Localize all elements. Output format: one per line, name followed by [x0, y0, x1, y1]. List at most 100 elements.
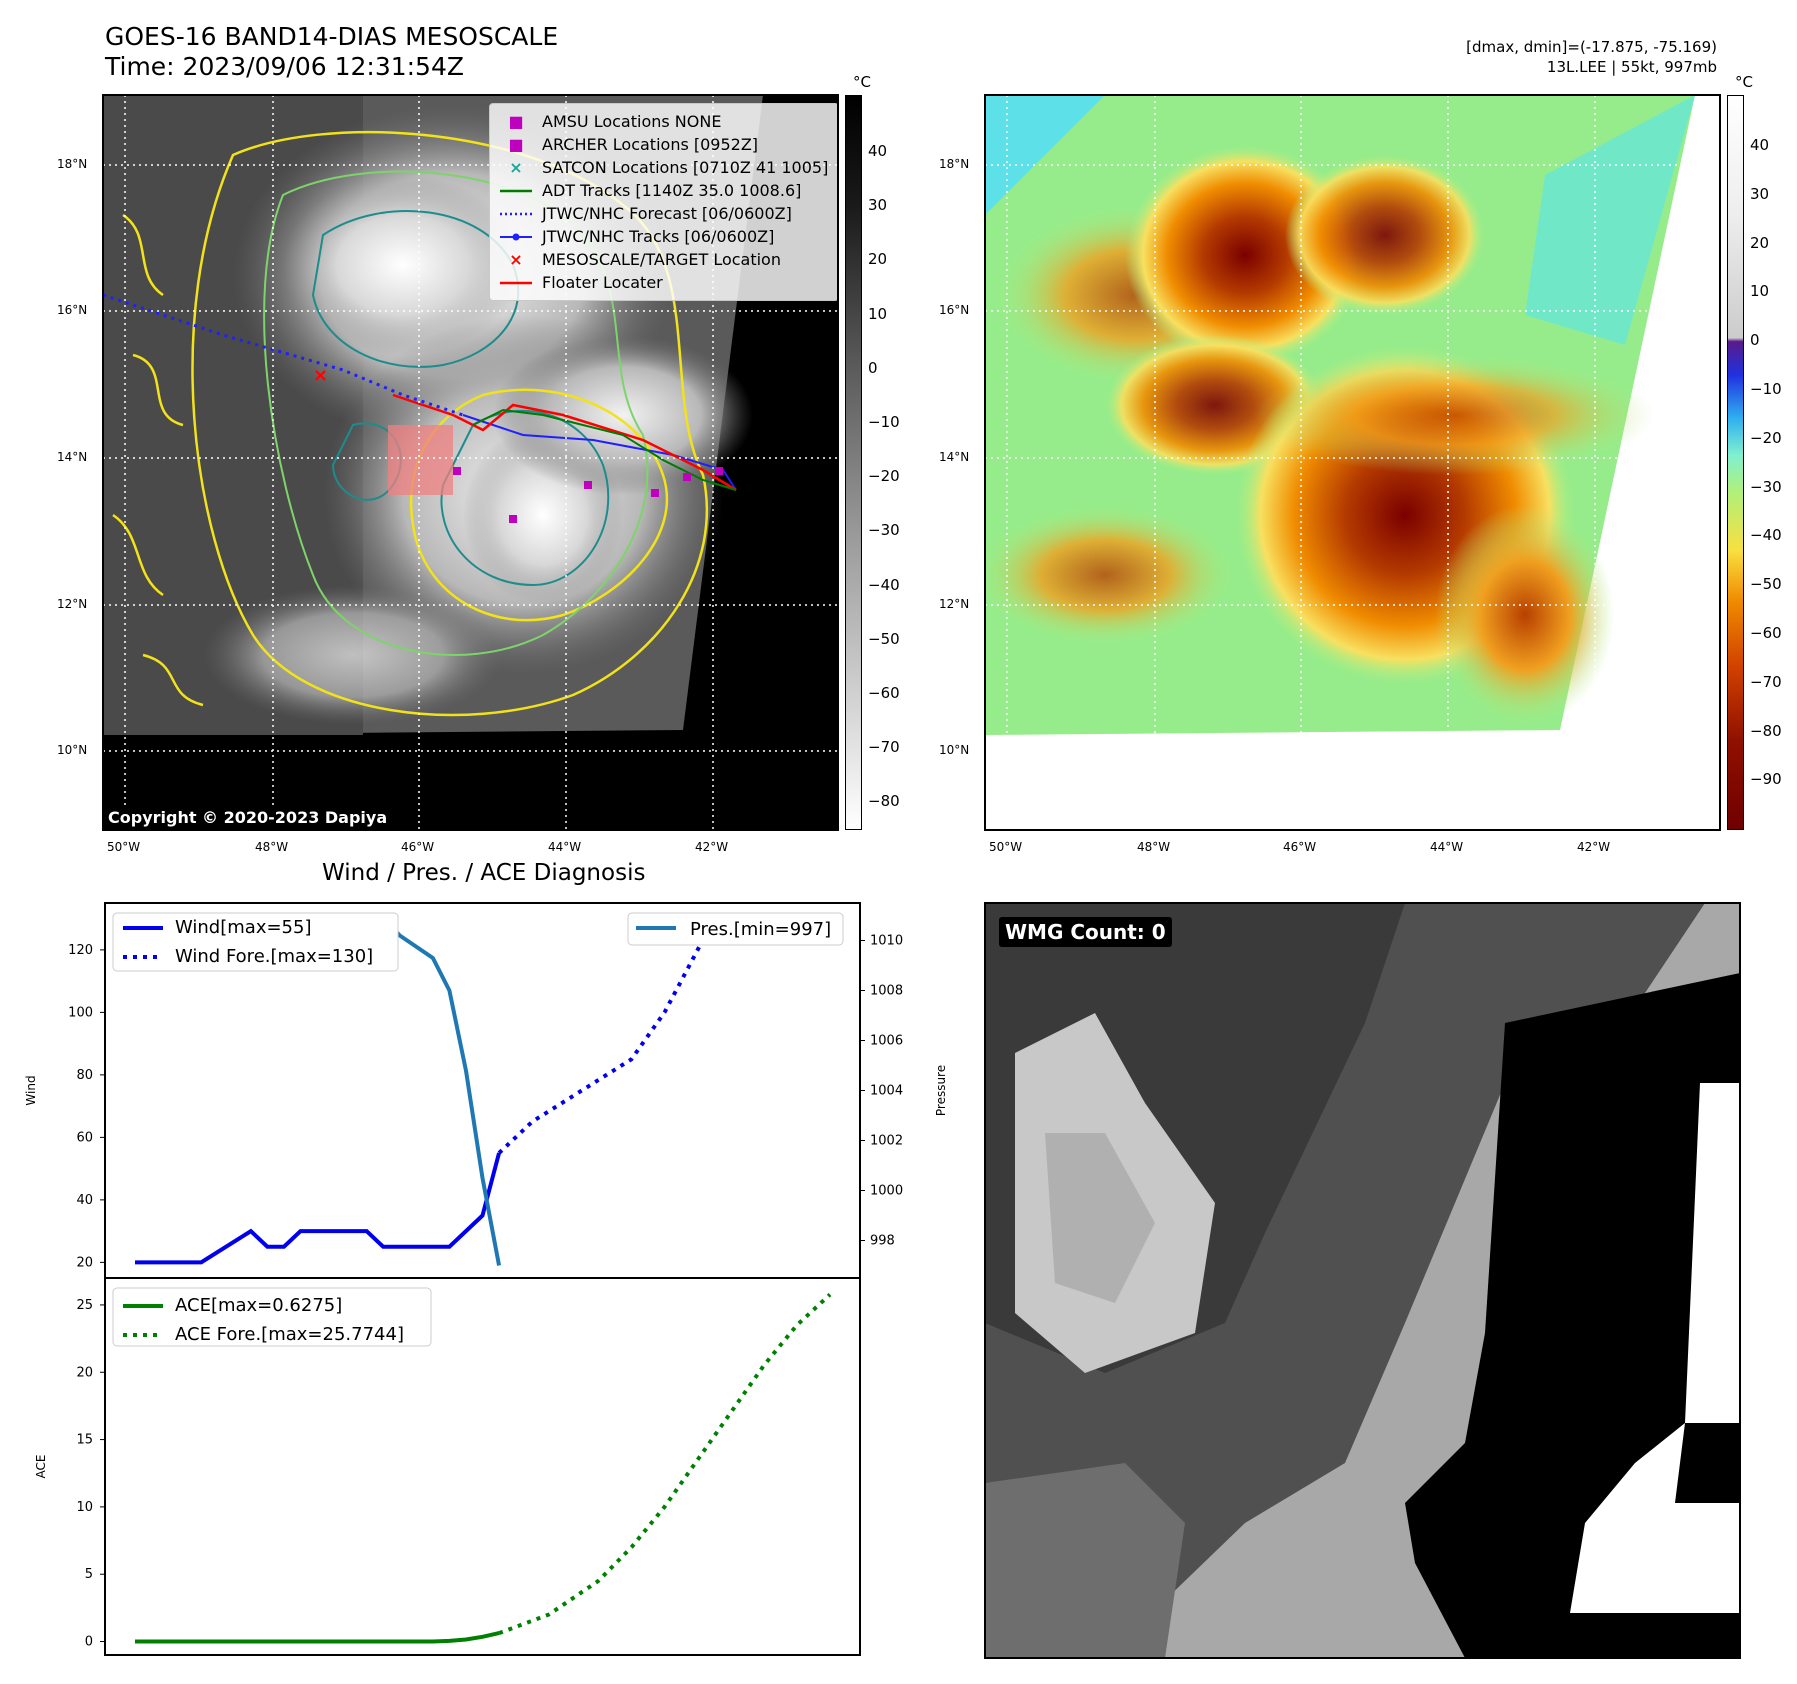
- pressure-ytick-label: 1002: [870, 1134, 903, 1149]
- colorbar-tick: −90: [1750, 770, 1782, 789]
- legend-symbol: ■: [508, 135, 524, 154]
- colorbar-tick: −10: [868, 413, 900, 431]
- lat-label: 10°N: [939, 743, 970, 757]
- legend-label: SATCON Locations [0710Z 41 1005]: [542, 158, 829, 177]
- lat-label: 14°N: [939, 450, 970, 464]
- colorbar-tick: −60: [1750, 624, 1782, 642]
- ace-series-line-1: [498, 1293, 832, 1635]
- colorbar-tick: 20: [1750, 233, 1770, 252]
- legend-entry: × SATCON Locations [0710Z 41 1005]: [500, 156, 828, 179]
- wind-legend-box: [112, 912, 399, 972]
- pressure-legend-box: [627, 912, 844, 946]
- legend-entry: JTWC/NHC Tracks [06/0600Z]: [500, 225, 828, 248]
- colorbar-tick: −80: [1750, 721, 1782, 740]
- wmg-count-label: WMG Count: 0: [999, 917, 1172, 947]
- wmg-panel: WMG Count: 0: [985, 903, 1740, 1658]
- adt-track: [472, 408, 737, 491]
- lon-label: 42°W: [1577, 840, 1611, 854]
- lon-label: 42°W: [695, 840, 729, 854]
- wind-ytick-label: 80: [76, 1068, 93, 1083]
- ir-map-legend: ■ AMSU Locations NONE ■ ARCHER Locations [0…: [489, 103, 838, 301]
- legend-label: ARCHER Locations [0952Z]: [542, 135, 759, 154]
- ace-ytick-label: 0: [85, 1635, 93, 1650]
- wmg-frame: [984, 902, 1741, 1659]
- pressure-ytick-label: 1006: [870, 1034, 903, 1049]
- pressure-ytick-label: 1010: [870, 934, 903, 949]
- copyright-label: Copyright © 2020-2023 Dapiya: [103, 805, 393, 830]
- wind-ytick-label: 60: [76, 1130, 93, 1145]
- legend-label: JTWC/NHC Tracks [06/0600Z]: [542, 227, 775, 246]
- series-line-0: [135, 1152, 501, 1265]
- series-line-1: [497, 916, 830, 1155]
- colorbar-tick: −60: [868, 684, 900, 702]
- pressure-ytick-label: 1000: [870, 1184, 903, 1199]
- lat-label: 16°N: [939, 303, 970, 317]
- lon-label: 50°W: [107, 840, 141, 854]
- chart-title: Wind / Pres. / ACE Diagnosis: [322, 860, 646, 886]
- legend-symbol: [500, 204, 532, 223]
- wind-ytick-label: 120: [68, 943, 93, 958]
- colorbar-tick: −30: [868, 521, 900, 540]
- lat-label: 14°N: [57, 450, 88, 464]
- wind-legend-label: Wind[max=55]: [175, 917, 312, 938]
- colorbar-tick: 40: [868, 142, 888, 160]
- ace-series-line-0: [135, 1631, 500, 1644]
- legend-label: Floater Locater: [542, 273, 663, 292]
- colorbar-tick: 10: [1750, 282, 1770, 301]
- lat-label: 18°N: [939, 157, 970, 171]
- ir-satellite-map: × Copyright © 2020-2023 Dapiya ■ AMSU Loc…: [103, 95, 838, 830]
- legend-symbol: [500, 227, 532, 246]
- colorbar-tick: −70: [1750, 672, 1782, 691]
- figure-title: GOES-16 BAND14-DIAS MESOSCALE: [105, 22, 559, 51]
- best-track: [462, 414, 737, 491]
- ace-axes-frame: [104, 1277, 861, 1656]
- figure-time: Time: 2023/09/06 12:31:54Z: [105, 52, 464, 81]
- colorbar-tick: −50: [868, 629, 900, 648]
- colorbar-tick: 10: [868, 304, 888, 323]
- ace-axis-label: ACE: [34, 1455, 48, 1479]
- color-colorbar: [1727, 95, 1744, 830]
- lat-label: 12°N: [939, 597, 970, 611]
- forecast-track: [103, 293, 464, 417]
- lat-label: 10°N: [57, 743, 88, 757]
- lat-label: 18°N: [57, 157, 88, 171]
- colorbar-tick: 20: [868, 250, 888, 269]
- legend-label: JTWC/NHC Forecast [06/0600Z]: [542, 204, 792, 223]
- colorbar-tick: −20: [868, 467, 900, 486]
- pressure-ytick-label: 998: [870, 1234, 895, 1249]
- legend-entry: ■ ARCHER Locations [0952Z]: [500, 133, 828, 156]
- legend-label: MESOSCALE/TARGET Location: [542, 250, 781, 269]
- wind-ytick-label: 100: [68, 1005, 93, 1020]
- colorbar-tick: −80: [868, 792, 900, 811]
- colorbar-tick: −40: [868, 575, 900, 594]
- wind-axis-label: Wind: [24, 1075, 38, 1105]
- ir-colorbar-unit: °C: [853, 73, 871, 91]
- wind-legend-label: Wind Fore.[max=130]: [175, 946, 373, 967]
- colorbar-tick: 30: [868, 196, 888, 215]
- lon-label: 44°W: [548, 840, 582, 854]
- ace-ytick-label: 15: [76, 1433, 93, 1448]
- colorbar-tick: 30: [1750, 184, 1770, 203]
- target-marker: ×: [313, 365, 328, 386]
- colorbar-tick: 0: [1750, 331, 1760, 350]
- color-map-frame: [984, 94, 1721, 831]
- pressure-ytick-label: 1004: [870, 1084, 903, 1099]
- diagnosis-chart: 1201008060402010101008100610041002100099…: [24, 902, 948, 1656]
- lon-label: 50°W: [989, 840, 1023, 854]
- ace-ytick-label: 20: [76, 1365, 93, 1380]
- legend-symbol: ×: [509, 250, 523, 269]
- lon-label: 44°W: [1430, 840, 1464, 854]
- archer-markers: [453, 467, 723, 523]
- ir-map-svg: ×: [103, 95, 838, 830]
- legend-entry: Floater Locater: [500, 271, 828, 294]
- mesoscale-box: [388, 425, 453, 495]
- legend-label: ADT Tracks [1140Z 35.0 1008.6]: [542, 181, 802, 200]
- colorbar-tick: −50: [1750, 575, 1782, 594]
- dmax-dmin-info: [dmax, dmin]=(-17.875, -75.169): [1466, 38, 1717, 56]
- color-map-svg: [985, 95, 1720, 830]
- pressure-ytick-label: 1008: [870, 984, 903, 999]
- legend-symbol: ■: [508, 112, 524, 131]
- lon-label: 46°W: [401, 840, 435, 854]
- pressure-legend-label: Pres.[min=997]: [690, 919, 831, 940]
- legend-symbol: [500, 273, 532, 292]
